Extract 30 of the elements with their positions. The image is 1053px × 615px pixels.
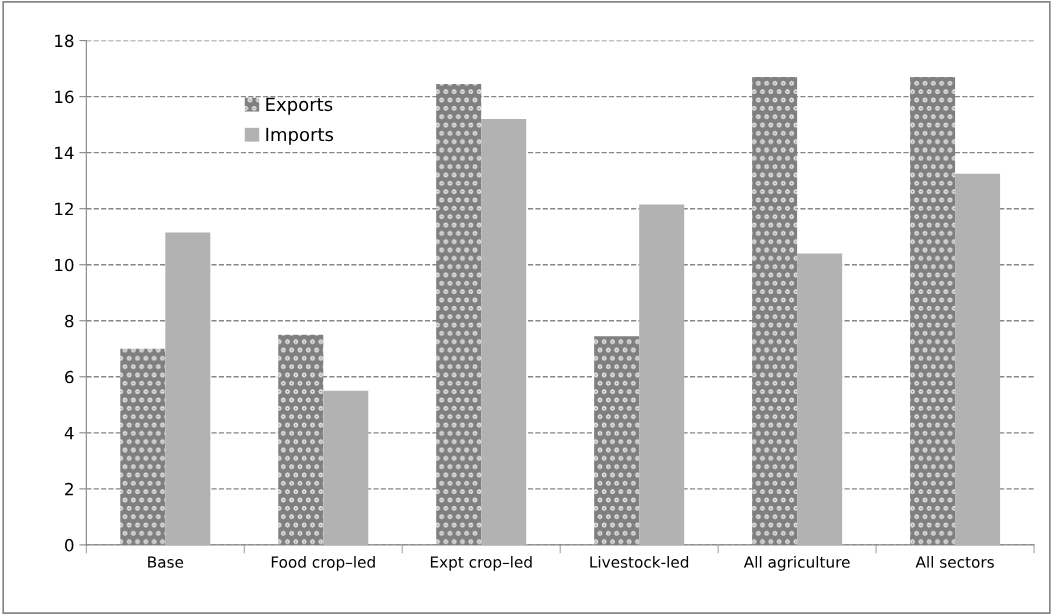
bar xyxy=(278,334,324,545)
bar xyxy=(323,390,369,545)
bar xyxy=(955,173,1001,545)
x-tick-label: Food crop–led xyxy=(271,556,375,571)
y-tick-label: 8 xyxy=(65,314,74,328)
x-tick-label: Expt crop–led xyxy=(430,556,532,571)
legend-label: Exports xyxy=(266,97,333,115)
y-tick-label: 16 xyxy=(55,90,74,104)
y-tick-label: 14 xyxy=(55,146,74,159)
bar xyxy=(910,77,956,545)
x-tick-label: Livestock-led xyxy=(590,556,689,568)
y-tick-label: 18 xyxy=(55,34,74,48)
bar xyxy=(436,84,482,545)
bar xyxy=(639,204,685,545)
legend-label: Imports xyxy=(266,127,334,145)
bar xyxy=(594,336,640,545)
bar xyxy=(165,232,211,545)
x-tick-label: Base xyxy=(148,556,184,568)
y-tick-label: 10 xyxy=(55,258,74,272)
bar xyxy=(120,348,166,545)
x-tick-label: All sectors xyxy=(915,556,994,568)
y-tick-label: 12 xyxy=(55,202,73,216)
bar xyxy=(481,119,527,545)
y-tick-label: 0 xyxy=(65,538,74,552)
bar xyxy=(752,77,798,545)
bar xyxy=(797,253,843,545)
y-tick-label: 2 xyxy=(65,482,73,496)
y-tick-label: 6 xyxy=(65,370,74,384)
x-tick-label: All agriculture xyxy=(743,556,850,571)
y-tick-label: 4 xyxy=(64,427,74,440)
